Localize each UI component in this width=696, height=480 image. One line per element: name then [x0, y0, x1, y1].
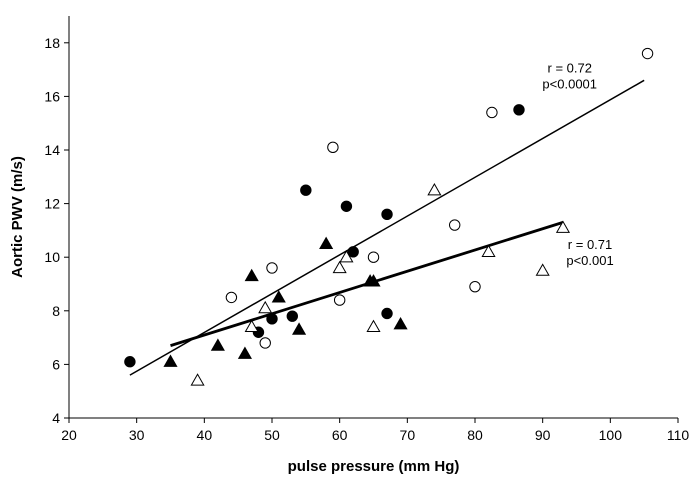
filled-triangle-point — [319, 236, 334, 249]
open-triangle-point — [332, 260, 347, 274]
filled-triangle-point — [237, 346, 252, 359]
annotation-p-1: p<0.0001 — [542, 76, 597, 91]
y-tick-label: 4 — [52, 410, 60, 426]
filled-circle-point — [124, 356, 136, 368]
x-tick-label: 80 — [467, 427, 483, 443]
y-tick-label: 16 — [44, 88, 60, 104]
regression-line-1 — [129, 79, 645, 376]
open-triangle-point — [555, 220, 571, 233]
open-circle-point — [367, 251, 380, 263]
open-circle-point — [225, 291, 238, 304]
y-tick-label: 10 — [44, 249, 60, 265]
annotation-r-1: r = 0.72 — [548, 60, 592, 75]
open-circle-point — [449, 219, 461, 231]
x-tick-label: 30 — [129, 427, 145, 443]
filled-circle-point — [300, 184, 312, 196]
open-circle-point — [469, 280, 481, 293]
y-ticks: 4 6 8 10 12 14 16 18 — [44, 35, 69, 426]
x-axis-title: pulse pressure (mm Hg) — [288, 458, 460, 475]
open-circle-point — [266, 262, 278, 274]
y-axis-title: Aortic PWV (m/s) — [9, 156, 26, 278]
open-triangle-point — [481, 244, 496, 257]
open-triangle-point — [244, 319, 259, 333]
y-tick-label: 12 — [44, 196, 60, 212]
open-triangle-point — [427, 182, 442, 196]
filled-triangle-point — [271, 290, 286, 303]
filled-triangle-point — [244, 268, 259, 282]
filled-triangle-point — [393, 316, 408, 330]
open-triangle-point — [258, 300, 273, 314]
open-circle-point — [641, 47, 654, 60]
x-tick-label: 90 — [535, 427, 551, 443]
filled-triangle-point — [292, 322, 307, 335]
filled-circle-point — [340, 200, 353, 212]
x-tick-label: 40 — [197, 427, 213, 443]
x-ticks: 20 30 40 50 60 70 80 90 100 110 — [61, 418, 689, 443]
filled-circle-point — [347, 246, 359, 258]
annotation-r-2: r = 0.71 — [568, 237, 612, 252]
open-triangle-point — [535, 263, 550, 276]
axes: 20 30 40 50 60 70 80 90 100 110 4 6 8 10 12 14 16 18 — [44, 16, 689, 443]
x-tick-label: 110 — [667, 427, 690, 443]
data-points — [124, 47, 654, 386]
y-tick-label: 8 — [52, 303, 60, 319]
filled-triangle-point — [163, 354, 178, 367]
filled-circle-point — [266, 313, 278, 325]
filled-circle-point — [286, 310, 298, 322]
y-tick-label: 6 — [52, 356, 60, 372]
filled-triangle-point — [366, 274, 381, 287]
y-tick-label: 14 — [44, 142, 60, 158]
annotations: r = 0.72p<0.0001 r = 0.71p<0.001 — [542, 60, 613, 268]
annotation-p-2: p<0.001 — [566, 253, 613, 268]
x-tick-label: 100 — [599, 427, 623, 443]
x-tick-label: 50 — [264, 427, 280, 443]
filled-circle-point — [381, 307, 393, 320]
open-circle-point — [333, 294, 346, 306]
x-tick-label: 20 — [61, 427, 77, 443]
filled-triangle-point — [210, 338, 225, 351]
open-triangle-point — [339, 249, 354, 263]
filled-circle-point — [513, 104, 525, 116]
x-tick-label: 70 — [400, 427, 416, 443]
filled-circle-point — [381, 208, 393, 221]
open-triangle-point — [366, 319, 381, 333]
x-tick-label: 60 — [332, 427, 348, 443]
y-tick-label: 18 — [44, 35, 60, 51]
open-triangle-point — [190, 373, 205, 386]
open-circle-point — [486, 106, 498, 119]
open-circle-point — [259, 337, 271, 349]
open-circle-point — [327, 141, 339, 154]
